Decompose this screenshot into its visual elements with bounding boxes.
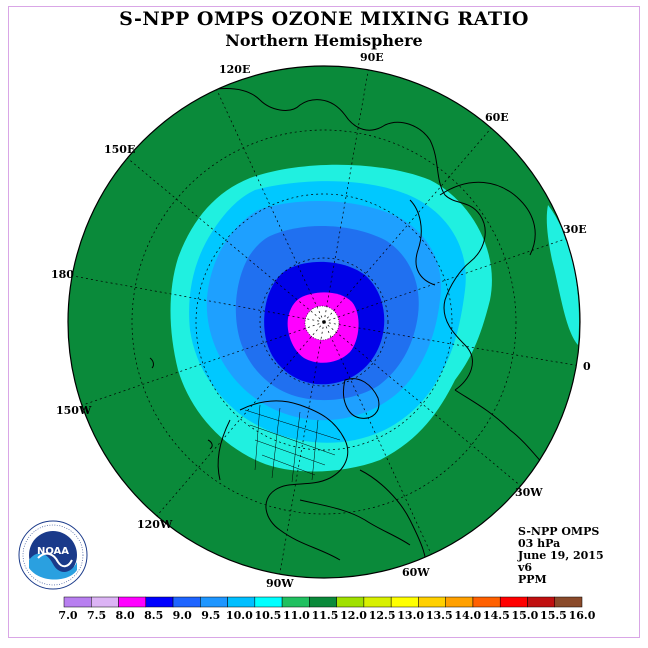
colorbar-swatch [281,596,310,608]
colorbar-swatch [472,596,501,608]
lon-label-30e: 30E [563,223,587,236]
colorbar-swatch [227,596,256,608]
colorbar [63,596,583,608]
instrument-text: S-NPP OMPS [518,525,600,538]
lon-label-60e: 60E [485,111,509,124]
lon-label-180: 180 [51,268,74,281]
map-boundary [67,65,581,579]
colorbar-tick-label: 12.5 [368,609,396,622]
map-subtitle: Northern Hemisphere [225,31,423,50]
colorbar-tick-label: 13.0 [397,609,425,622]
colorbar-tick-label: 10.5 [254,609,282,622]
noaa-logo: NOAA [18,520,88,590]
units-text: PPM [518,573,547,586]
colorbar-swatch [91,596,119,608]
colorbar-swatch [118,596,147,608]
coastlines [149,88,561,578]
colorbar-tick-label: 11.5 [311,609,339,622]
lon-label-150e: 150E [104,143,136,156]
colorbar-swatch [200,596,228,608]
colorbar-swatch [254,596,283,608]
lon-label-90e: 90E [360,51,384,64]
colorbar-tick-label: 9.0 [172,609,192,622]
lon-label-120w: 120W [137,518,173,531]
colorbar-swatch [336,596,365,608]
colorbar-tick-label: 9.5 [201,609,221,622]
colorbar-swatch [554,596,583,608]
colorbar-swatch [145,596,174,608]
lon-label-0: 0 [583,360,591,373]
colorbar-tick-label: 8.0 [115,609,135,622]
colorbar-tick-label: 14.5 [482,609,510,622]
colorbar-swatch [445,596,474,608]
product-info: S-NPP OMPS 03 hPa June 19, 2015 v6 PPM [518,526,604,586]
colorbar-tick-label: 10.0 [225,609,253,622]
colorbar-tick-label: 16.0 [568,609,596,622]
colorbar-swatch [63,596,92,608]
colorbar-swatch [527,596,555,608]
colorbar-tick-label: 7.0 [58,609,78,622]
noaa-logo-text: NOAA [37,546,69,557]
lon-label-150w: 150W [56,404,92,417]
colorbar-swatch [309,596,337,608]
us-state-borders [244,404,341,483]
colorbar-swatch [172,596,201,608]
plot-frame [8,6,640,638]
colorbar-tick-label: 13.5 [425,609,453,622]
map-title: S-NPP OMPS OZONE MIXING RATIO [119,8,529,30]
colorbar-tick-label: 7.5 [86,609,107,622]
lon-label-90w: 90W [266,577,294,590]
lon-label-60w: 60W [402,566,430,579]
colorbar-swatch [418,596,446,608]
colorbar-swatch [390,596,419,608]
date-text: June 19, 2015 [518,549,604,562]
colorbar-tick-label: 15.5 [540,609,567,622]
colorbar-tick-label: 12.0 [340,609,367,622]
lon-label-30w: 30W [515,486,543,499]
version-text: v6 [518,561,533,574]
lon-label-120e: 120E [219,63,251,76]
colorbar-swatch [499,596,528,608]
colorbar-tick-label: 14.0 [454,609,482,622]
graticule [72,66,580,578]
contour-band-10-5-east [546,205,580,345]
colorbar-swatch [363,596,392,608]
pressure-level-text: 03 hPa [518,537,561,550]
colorbar-tick-label: 11.0 [283,609,310,622]
colorbar-tick-label: 8.5 [144,609,164,622]
no-data-region [305,306,339,340]
colorbar-tick-label: 15.0 [511,609,539,622]
